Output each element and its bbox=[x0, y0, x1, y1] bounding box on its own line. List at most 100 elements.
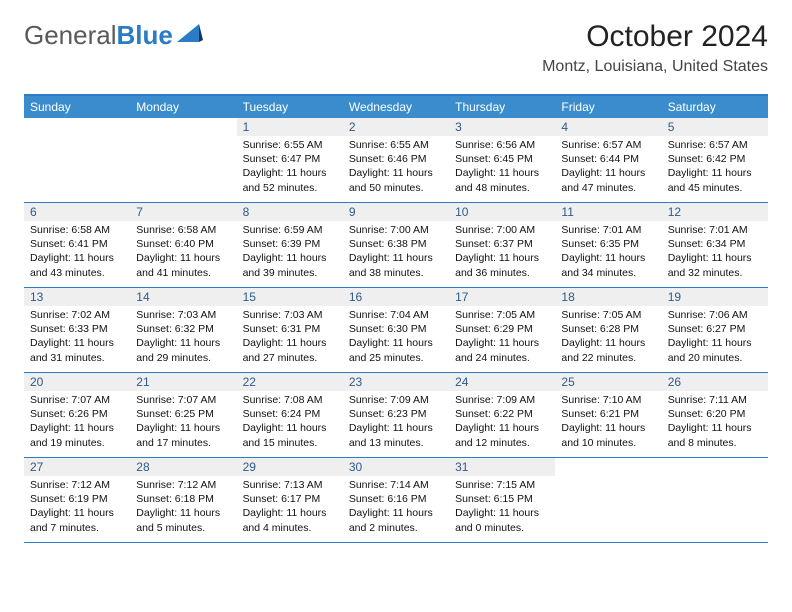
day-number: 30 bbox=[343, 458, 449, 476]
daylight: Daylight: 11 hours and 15 minutes. bbox=[243, 421, 337, 449]
weeks: ..1Sunrise: 6:55 AMSunset: 6:47 PMDaylig… bbox=[24, 118, 768, 543]
sunrise: Sunrise: 6:58 AM bbox=[30, 223, 124, 237]
daylight: Daylight: 11 hours and 0 minutes. bbox=[455, 506, 549, 534]
day-number: 4 bbox=[555, 118, 661, 136]
sunrise: Sunrise: 6:57 AM bbox=[561, 138, 655, 152]
sunset: Sunset: 6:33 PM bbox=[30, 322, 124, 336]
week-row: ..1Sunrise: 6:55 AMSunset: 6:47 PMDaylig… bbox=[24, 118, 768, 203]
sunset: Sunset: 6:40 PM bbox=[136, 237, 230, 251]
day-cell: 25Sunrise: 7:10 AMSunset: 6:21 PMDayligh… bbox=[555, 373, 661, 457]
daylight: Daylight: 11 hours and 5 minutes. bbox=[136, 506, 230, 534]
day-number: 12 bbox=[662, 203, 768, 221]
sunrise: Sunrise: 7:01 AM bbox=[668, 223, 762, 237]
sunrise: Sunrise: 7:09 AM bbox=[349, 393, 443, 407]
location: Montz, Louisiana, United States bbox=[542, 58, 768, 76]
day-cell: 22Sunrise: 7:08 AMSunset: 6:24 PMDayligh… bbox=[237, 373, 343, 457]
day-number: 5 bbox=[662, 118, 768, 136]
daylight: Daylight: 11 hours and 34 minutes. bbox=[561, 251, 655, 279]
day-number: 3 bbox=[449, 118, 555, 136]
day-body: Sunrise: 7:15 AMSunset: 6:15 PMDaylight:… bbox=[449, 476, 555, 539]
sunrise: Sunrise: 6:55 AM bbox=[243, 138, 337, 152]
sunrise: Sunrise: 7:13 AM bbox=[243, 478, 337, 492]
day-body: Sunrise: 7:05 AMSunset: 6:29 PMDaylight:… bbox=[449, 306, 555, 369]
day-body: Sunrise: 7:00 AMSunset: 6:37 PMDaylight:… bbox=[449, 221, 555, 284]
calendar: SundayMondayTuesdayWednesdayThursdayFrid… bbox=[24, 94, 768, 543]
day-cell: 24Sunrise: 7:09 AMSunset: 6:22 PMDayligh… bbox=[449, 373, 555, 457]
day-cell: 3Sunrise: 6:56 AMSunset: 6:45 PMDaylight… bbox=[449, 118, 555, 202]
day-body: Sunrise: 6:57 AMSunset: 6:42 PMDaylight:… bbox=[662, 136, 768, 199]
logo-sail-icon bbox=[177, 22, 203, 42]
day-cell: . bbox=[24, 118, 130, 202]
sunrise: Sunrise: 6:55 AM bbox=[349, 138, 443, 152]
logo: GeneralBlue bbox=[24, 20, 203, 51]
day-cell: 27Sunrise: 7:12 AMSunset: 6:19 PMDayligh… bbox=[24, 458, 130, 542]
day-body: Sunrise: 7:07 AMSunset: 6:26 PMDaylight:… bbox=[24, 391, 130, 454]
logo-text-2: Blue bbox=[117, 20, 173, 50]
day-number: 16 bbox=[343, 288, 449, 306]
day-body: Sunrise: 7:02 AMSunset: 6:33 PMDaylight:… bbox=[24, 306, 130, 369]
day-number: 19 bbox=[662, 288, 768, 306]
day-body: Sunrise: 7:01 AMSunset: 6:34 PMDaylight:… bbox=[662, 221, 768, 284]
sunset: Sunset: 6:24 PM bbox=[243, 407, 337, 421]
day-number: 13 bbox=[24, 288, 130, 306]
day-number: 23 bbox=[343, 373, 449, 391]
day-headers: SundayMondayTuesdayWednesdayThursdayFrid… bbox=[24, 96, 768, 118]
day-cell: 21Sunrise: 7:07 AMSunset: 6:25 PMDayligh… bbox=[130, 373, 236, 457]
day-header: Monday bbox=[130, 96, 236, 118]
sunset: Sunset: 6:39 PM bbox=[243, 237, 337, 251]
sunrise: Sunrise: 7:12 AM bbox=[30, 478, 124, 492]
daylight: Daylight: 11 hours and 10 minutes. bbox=[561, 421, 655, 449]
day-body: Sunrise: 7:09 AMSunset: 6:22 PMDaylight:… bbox=[449, 391, 555, 454]
day-body: Sunrise: 7:12 AMSunset: 6:18 PMDaylight:… bbox=[130, 476, 236, 539]
day-number: 25 bbox=[555, 373, 661, 391]
day-body: Sunrise: 6:58 AMSunset: 6:41 PMDaylight:… bbox=[24, 221, 130, 284]
sunset: Sunset: 6:41 PM bbox=[30, 237, 124, 251]
daylight: Daylight: 11 hours and 13 minutes. bbox=[349, 421, 443, 449]
daylight: Daylight: 11 hours and 4 minutes. bbox=[243, 506, 337, 534]
daylight: Daylight: 11 hours and 8 minutes. bbox=[668, 421, 762, 449]
day-cell: 23Sunrise: 7:09 AMSunset: 6:23 PMDayligh… bbox=[343, 373, 449, 457]
sunset: Sunset: 6:46 PM bbox=[349, 152, 443, 166]
day-cell: 28Sunrise: 7:12 AMSunset: 6:18 PMDayligh… bbox=[130, 458, 236, 542]
daylight: Daylight: 11 hours and 36 minutes. bbox=[455, 251, 549, 279]
week-row: 6Sunrise: 6:58 AMSunset: 6:41 PMDaylight… bbox=[24, 203, 768, 288]
sunrise: Sunrise: 7:11 AM bbox=[668, 393, 762, 407]
week-row: 27Sunrise: 7:12 AMSunset: 6:19 PMDayligh… bbox=[24, 458, 768, 543]
daylight: Daylight: 11 hours and 41 minutes. bbox=[136, 251, 230, 279]
day-number: 6 bbox=[24, 203, 130, 221]
daylight: Daylight: 11 hours and 32 minutes. bbox=[668, 251, 762, 279]
day-body: Sunrise: 7:00 AMSunset: 6:38 PMDaylight:… bbox=[343, 221, 449, 284]
day-number: 8 bbox=[237, 203, 343, 221]
day-cell: 19Sunrise: 7:06 AMSunset: 6:27 PMDayligh… bbox=[662, 288, 768, 372]
sunset: Sunset: 6:45 PM bbox=[455, 152, 549, 166]
daylight: Daylight: 11 hours and 7 minutes. bbox=[30, 506, 124, 534]
day-body: Sunrise: 7:14 AMSunset: 6:16 PMDaylight:… bbox=[343, 476, 449, 539]
day-body: Sunrise: 7:10 AMSunset: 6:21 PMDaylight:… bbox=[555, 391, 661, 454]
day-number: 27 bbox=[24, 458, 130, 476]
daylight: Daylight: 11 hours and 48 minutes. bbox=[455, 166, 549, 194]
daylight: Daylight: 11 hours and 29 minutes. bbox=[136, 336, 230, 364]
logo-text-1: General bbox=[24, 20, 117, 50]
day-number: 10 bbox=[449, 203, 555, 221]
day-header: Friday bbox=[555, 96, 661, 118]
sunrise: Sunrise: 6:57 AM bbox=[668, 138, 762, 152]
sunset: Sunset: 6:44 PM bbox=[561, 152, 655, 166]
day-number: 20 bbox=[24, 373, 130, 391]
day-body: Sunrise: 6:55 AMSunset: 6:46 PMDaylight:… bbox=[343, 136, 449, 199]
day-body: Sunrise: 6:59 AMSunset: 6:39 PMDaylight:… bbox=[237, 221, 343, 284]
sunrise: Sunrise: 7:07 AM bbox=[136, 393, 230, 407]
sunrise: Sunrise: 7:15 AM bbox=[455, 478, 549, 492]
day-header: Tuesday bbox=[237, 96, 343, 118]
day-header: Thursday bbox=[449, 96, 555, 118]
day-cell: 15Sunrise: 7:03 AMSunset: 6:31 PMDayligh… bbox=[237, 288, 343, 372]
daylight: Daylight: 11 hours and 52 minutes. bbox=[243, 166, 337, 194]
day-body: Sunrise: 6:57 AMSunset: 6:44 PMDaylight:… bbox=[555, 136, 661, 199]
daylight: Daylight: 11 hours and 47 minutes. bbox=[561, 166, 655, 194]
week-row: 13Sunrise: 7:02 AMSunset: 6:33 PMDayligh… bbox=[24, 288, 768, 373]
day-body: Sunrise: 7:05 AMSunset: 6:28 PMDaylight:… bbox=[555, 306, 661, 369]
sunset: Sunset: 6:15 PM bbox=[455, 492, 549, 506]
day-number: 24 bbox=[449, 373, 555, 391]
day-cell: 13Sunrise: 7:02 AMSunset: 6:33 PMDayligh… bbox=[24, 288, 130, 372]
day-header: Saturday bbox=[662, 96, 768, 118]
sunset: Sunset: 6:38 PM bbox=[349, 237, 443, 251]
